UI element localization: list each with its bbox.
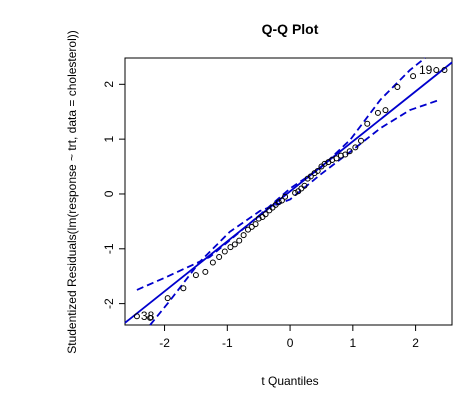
point <box>245 226 252 233</box>
point <box>248 223 255 230</box>
point <box>441 67 448 74</box>
envelope-lower <box>149 98 441 326</box>
point <box>180 285 187 292</box>
y-axis-label: Studentized Residuals(lm(response ~ trt,… <box>65 30 79 354</box>
y-tick-label: 0 <box>102 190 116 197</box>
point <box>262 211 269 218</box>
y-tick-label: -1 <box>102 243 116 254</box>
reference-line <box>124 61 453 324</box>
point <box>209 259 216 266</box>
point <box>202 268 209 275</box>
point-label: 38 <box>141 309 155 323</box>
x-axis-label: t Quantiles <box>261 374 318 388</box>
point <box>307 173 314 180</box>
point <box>342 151 349 158</box>
point <box>364 120 371 127</box>
point <box>346 148 353 155</box>
point <box>278 197 285 204</box>
point <box>252 221 259 228</box>
chart-title: Q-Q Plot <box>262 21 319 37</box>
x-tick-label: -1 <box>222 336 233 350</box>
x-tick-label: 2 <box>412 336 419 350</box>
point <box>352 144 359 151</box>
point <box>292 189 299 196</box>
point <box>231 241 238 248</box>
point <box>275 199 282 206</box>
point <box>282 193 289 200</box>
x-tick-label: -2 <box>159 336 170 350</box>
x-tick-label: 1 <box>349 336 356 350</box>
point <box>374 109 381 116</box>
point <box>236 237 243 244</box>
point <box>410 73 417 80</box>
point <box>382 107 389 114</box>
point <box>314 167 321 174</box>
point <box>240 232 247 239</box>
y-tick-label: -2 <box>102 298 116 309</box>
point <box>357 137 364 144</box>
point <box>164 295 171 302</box>
point <box>394 84 401 91</box>
point <box>221 248 228 255</box>
point <box>192 272 199 279</box>
point <box>301 182 308 189</box>
point <box>321 160 328 167</box>
y-tick-label: 1 <box>102 135 116 142</box>
point <box>227 244 234 251</box>
plot-frame <box>124 57 453 326</box>
point <box>333 155 340 162</box>
point <box>255 215 262 222</box>
point <box>133 313 140 320</box>
x-tick-label: 0 <box>287 336 294 350</box>
point <box>147 314 154 321</box>
point <box>433 67 440 74</box>
y-tick-label: 2 <box>102 81 116 88</box>
point-label: 19 <box>419 63 433 77</box>
point <box>216 254 223 261</box>
